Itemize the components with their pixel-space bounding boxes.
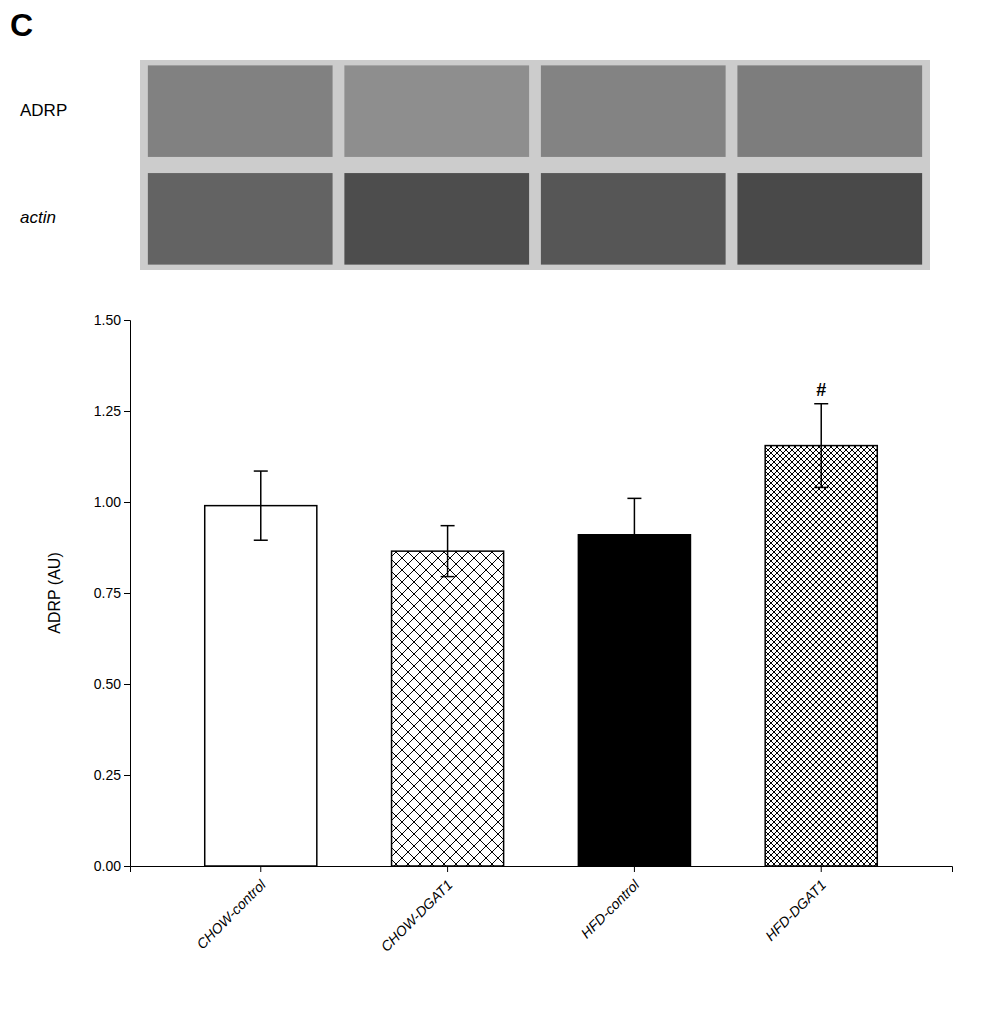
y-tick-label: 1.00 [94, 494, 121, 510]
band [148, 173, 333, 265]
x-tick: CHOW-DGAT1 [377, 866, 455, 955]
y-tick: 0.50 [94, 676, 130, 692]
error-bar [814, 404, 828, 488]
y-tick-label: 1.25 [94, 403, 121, 419]
y-tick-mark [124, 411, 130, 412]
band [344, 65, 529, 157]
band [737, 65, 922, 157]
y-tick-label: 1.50 [94, 312, 121, 328]
band [344, 173, 529, 265]
error-line [820, 404, 822, 488]
y-tick-mark [124, 684, 130, 685]
y-tick-mark [124, 775, 130, 776]
x-tick: CHOW-control [193, 866, 269, 952]
row-label: ADRP [20, 101, 67, 120]
blot-background [140, 60, 930, 270]
y-axis-line [124, 321, 131, 867]
bar [392, 551, 504, 866]
bar [765, 446, 877, 866]
y-axis-title: ADRP (AU) [46, 552, 63, 634]
x-tick-label: HFD-DGAT1 [762, 877, 829, 944]
y-tick-mark [124, 866, 130, 867]
y-tick-mark [124, 593, 130, 594]
x-tick-mark [447, 866, 448, 872]
x-tick-label: HFD-control [578, 876, 643, 941]
y-tick-label: 0.00 [94, 858, 121, 874]
chart: ADRP actin C 0.00 0.25 0.50 0.75 1.00 1.25 1.50 CH… [0, 0, 992, 1016]
y-tick-mark [124, 320, 130, 321]
y-tick: 1.50 [94, 312, 130, 328]
x-axis-line [131, 867, 953, 873]
y-tick: 1.25 [94, 403, 130, 419]
x-tick: HFD-control [578, 866, 643, 941]
band [148, 65, 333, 157]
error-bar [441, 526, 455, 577]
error-cap [254, 470, 268, 472]
error-line [447, 526, 449, 577]
y-axis: 0.00 0.25 0.50 0.75 1.00 1.25 1.50 [94, 312, 131, 874]
y-tick: 1.00 [94, 494, 130, 510]
plot-area [205, 404, 878, 866]
x-tick-label: CHOW-DGAT1 [377, 877, 455, 955]
y-tick: 0.25 [94, 767, 130, 783]
band [737, 173, 922, 265]
y-tick: 0.00 [94, 858, 130, 874]
error-cap [814, 403, 828, 405]
y-tick-label: 0.50 [94, 676, 121, 692]
panel-label: C [10, 7, 33, 43]
y-tick: 0.75 [94, 585, 130, 601]
band [541, 65, 726, 157]
error-cap [814, 487, 828, 489]
error-bar [254, 471, 268, 540]
error-cap [627, 570, 641, 572]
x-tick-mark [634, 866, 635, 872]
bar [578, 535, 690, 866]
x-tick-mark [260, 866, 261, 872]
y-tick-label: 0.75 [94, 585, 121, 601]
significance-label: # [816, 380, 826, 400]
y-tick-label: 0.25 [94, 767, 121, 783]
x-axis: CHOW-control CHOW-DGAT1 HFD-control HFD-DGA… [131, 866, 953, 955]
error-line [634, 498, 636, 571]
error-cap [441, 525, 455, 527]
x-tick: HFD-DGAT1 [762, 866, 829, 944]
error-cap [627, 498, 641, 500]
error-line [260, 471, 262, 540]
x-tick-label: CHOW-control [193, 876, 269, 952]
row-label: actin [20, 208, 56, 227]
bar [205, 506, 317, 866]
error-bar [627, 498, 641, 571]
error-cap [254, 539, 268, 541]
x-tick-mark [821, 866, 822, 872]
blot: ADRP actin [20, 60, 930, 270]
error-cap [441, 576, 455, 578]
band [541, 173, 726, 265]
y-tick-mark [124, 502, 130, 503]
